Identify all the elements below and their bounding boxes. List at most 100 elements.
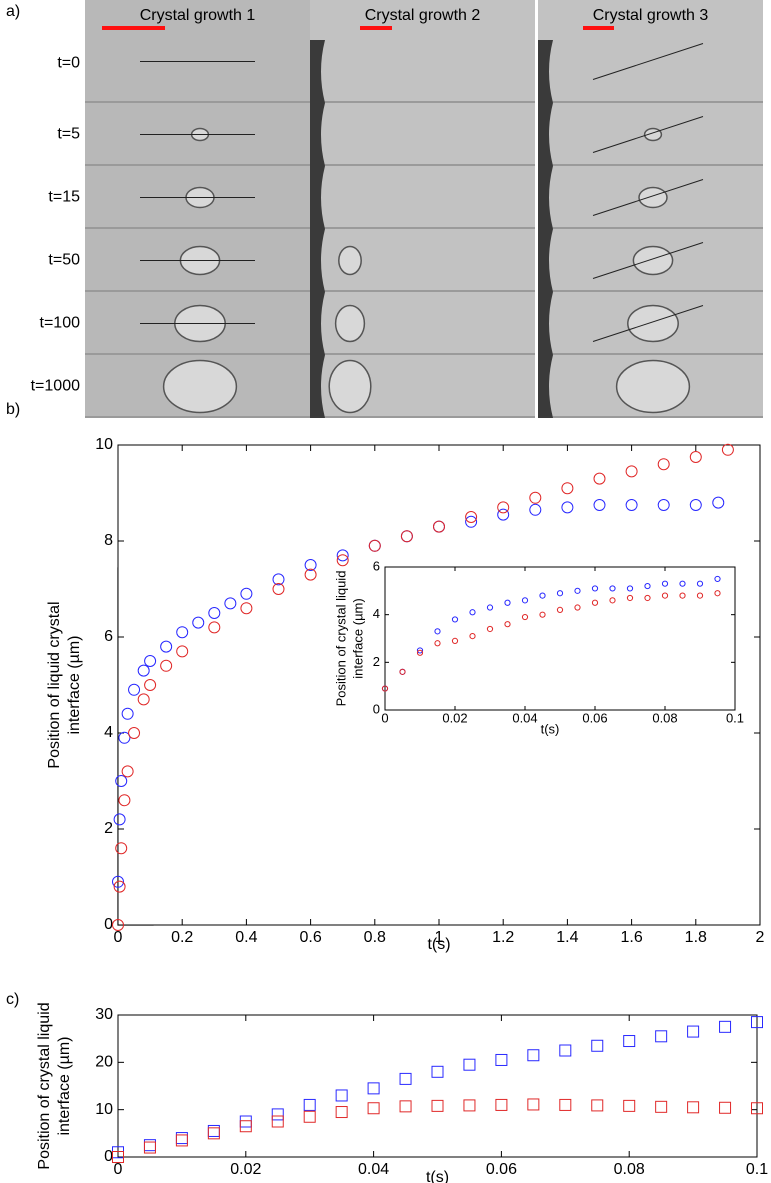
marker — [714, 590, 721, 597]
marker — [626, 594, 634, 602]
x-tick-label: 0.1 — [726, 710, 744, 725]
time-label: t=5 — [57, 126, 80, 143]
marker — [368, 539, 381, 552]
marker — [463, 1099, 476, 1112]
marker — [400, 530, 413, 543]
x-tick-label: 1.2 — [492, 929, 514, 946]
marker — [112, 919, 124, 931]
marker — [591, 1039, 604, 1052]
marker — [463, 1058, 476, 1071]
marker — [303, 1110, 316, 1123]
marker — [644, 582, 651, 590]
x-tick-label: 0 — [381, 710, 388, 725]
marker — [304, 568, 317, 581]
probe-line — [592, 116, 704, 153]
marker — [115, 842, 128, 855]
marker — [118, 794, 131, 807]
channel-wall — [310, 355, 325, 418]
channel-wall — [538, 229, 553, 292]
marker — [434, 628, 441, 635]
marker — [335, 1106, 348, 1119]
marker — [721, 443, 734, 456]
marker — [113, 880, 126, 893]
marker — [623, 1099, 636, 1112]
y-axis-label: interface (µm) — [56, 1036, 73, 1135]
crystal — [334, 304, 366, 343]
y-axis-label: Position of liquid crystal — [46, 601, 63, 768]
marker — [128, 727, 141, 739]
image-cell — [310, 103, 535, 166]
marker — [431, 1099, 444, 1112]
marker — [689, 499, 702, 511]
marker — [160, 659, 173, 672]
marker — [751, 1102, 763, 1115]
marker — [679, 592, 686, 599]
marker — [137, 693, 150, 706]
marker — [559, 1098, 572, 1111]
marker — [539, 611, 546, 618]
marker — [527, 1098, 540, 1111]
channel-wall — [538, 166, 553, 229]
marker — [272, 583, 285, 595]
marker — [486, 625, 494, 633]
channel-wall — [310, 40, 325, 103]
probe-line — [592, 305, 704, 342]
x-tick-label: 0.08 — [614, 1161, 645, 1178]
marker — [609, 585, 616, 592]
channel-wall — [310, 292, 325, 355]
marker — [486, 604, 494, 611]
panel-label: a) — [6, 3, 20, 20]
y-tick-label: 0 — [373, 701, 380, 716]
marker — [559, 1044, 572, 1057]
marker — [336, 554, 349, 567]
y-tick-label: 6 — [104, 628, 113, 645]
panel-label: c) — [6, 991, 19, 1008]
marker — [367, 1082, 380, 1095]
image-cell — [538, 0, 763, 103]
marker — [556, 606, 564, 614]
time-label: t=100 — [40, 315, 81, 332]
image-cell — [85, 0, 310, 103]
image-cell — [310, 166, 535, 229]
marker — [434, 640, 441, 647]
marker — [416, 649, 424, 656]
marker — [561, 482, 574, 495]
marker — [208, 621, 221, 634]
probe-line — [592, 242, 704, 279]
marker — [497, 508, 510, 521]
marker — [128, 683, 141, 696]
y-tick-label: 0 — [104, 916, 113, 933]
x-tick-label: 0.06 — [582, 710, 607, 725]
marker — [469, 609, 476, 616]
x-tick-label: 1 — [435, 929, 444, 946]
column-title: Crystal growth 1 — [140, 7, 256, 24]
marker — [687, 1101, 700, 1114]
x-tick-label: 0.2 — [171, 929, 193, 946]
marker — [609, 597, 616, 604]
marker — [625, 465, 638, 478]
marker — [591, 599, 599, 606]
marker — [304, 559, 317, 571]
channel-wall — [538, 40, 553, 103]
marker — [121, 707, 134, 720]
marker — [272, 573, 285, 586]
crystal — [162, 359, 238, 414]
crystal — [632, 245, 674, 276]
marker — [527, 1049, 540, 1062]
y-tick-label: 20 — [95, 1054, 113, 1071]
x-tick-label: 0.08 — [652, 710, 677, 725]
marker — [574, 587, 581, 594]
marker — [112, 875, 124, 888]
marker — [593, 472, 606, 485]
marker — [469, 633, 476, 640]
probe-line — [592, 179, 704, 216]
y-axis-label: Position of crystal liquid — [36, 1002, 53, 1169]
marker — [561, 501, 574, 514]
marker — [644, 594, 651, 602]
marker — [625, 499, 638, 511]
marker — [574, 604, 581, 611]
marker — [465, 511, 478, 523]
marker — [240, 602, 253, 615]
column-title: Crystal growth 3 — [593, 7, 709, 24]
